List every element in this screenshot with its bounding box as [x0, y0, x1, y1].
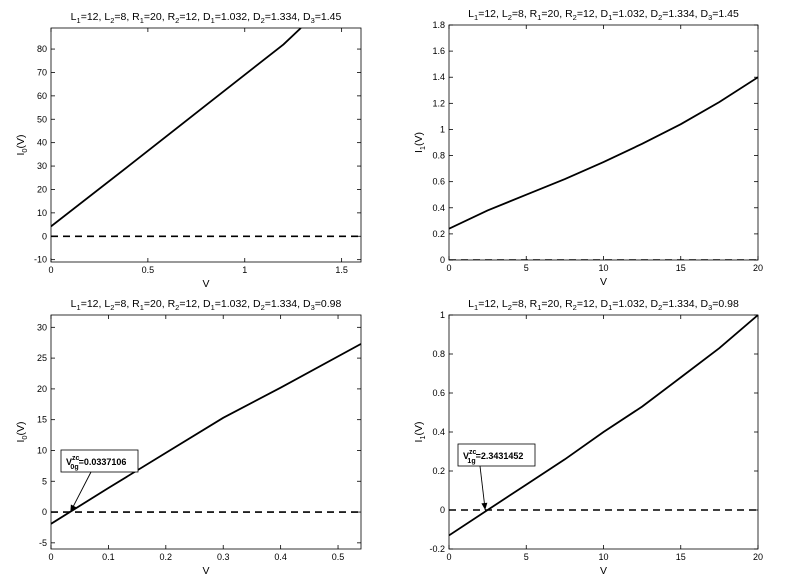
- x-tick-label: 0.5: [142, 265, 155, 275]
- x-tick-label: 0.2: [160, 552, 173, 562]
- annotation-arrow: [479, 465, 486, 511]
- x-tick-label: 0: [48, 265, 53, 275]
- x-tick-label: 15: [676, 552, 686, 562]
- plot-area-frame: [50, 27, 362, 263]
- y-tick-label: 1: [440, 124, 445, 134]
- y-tick-label: -5: [39, 538, 47, 548]
- y-tick-label: 15: [37, 415, 47, 425]
- y-tick-label: 0.8: [432, 151, 445, 161]
- y-tick-label: 1.4: [432, 72, 445, 82]
- y-tick-label: 0.2: [432, 229, 445, 239]
- y-tick-label: 70: [37, 67, 47, 77]
- y-tick-label: 0: [440, 255, 445, 265]
- y-axis-label: I1​(V): [413, 421, 427, 442]
- x-tick-label: 0.3: [217, 552, 230, 562]
- chart-title: L1​=12, L2​=8, R1​=20, R2​=12, D1​=1.032…: [468, 8, 739, 22]
- x-tick-label: 0: [48, 552, 53, 562]
- y-tick-label: 0.6: [432, 177, 445, 187]
- x-tick-label: 1.5: [335, 265, 348, 275]
- x-tick-label: 5: [524, 552, 529, 562]
- chart-title: L1​=12, L2​=8, R1​=20, R2​=12, D1​=1.032…: [71, 11, 342, 25]
- chart-title: L1​=12, L2​=8, R1​=20, R2​=12, D1​=1.032…: [468, 298, 739, 312]
- x-tick-label: 10: [598, 552, 608, 562]
- y-tick-label: 0: [42, 231, 47, 241]
- zero-crossing-annotation: Vzc 0g=0.0337106: [60, 449, 139, 513]
- y-tick-label: 5: [42, 476, 47, 486]
- annotation-arrowhead: [70, 504, 77, 513]
- y-tick-label: 0: [42, 507, 47, 517]
- plot-area-frame: [50, 314, 362, 550]
- y-tick-label: 40: [37, 138, 47, 148]
- x-tick-label: 0.1: [102, 552, 115, 562]
- annotation-text: Vzc 0g=0.0337106: [66, 455, 126, 471]
- x-tick-label: 0: [446, 263, 451, 273]
- x-tick-label: 1: [242, 265, 247, 275]
- annotation-arrowhead: [481, 502, 488, 510]
- y-tick-label: -0.2: [429, 544, 445, 554]
- y-tick-label: 0.6: [432, 388, 445, 398]
- x-axis-label: V: [600, 565, 607, 577]
- y-tick-label: 10: [37, 208, 47, 218]
- y-tick-label: 0.8: [432, 349, 445, 359]
- annotation-arrow: [69, 471, 92, 513]
- y-tick-label: 30: [37, 161, 47, 171]
- plot-area-frame: [448, 24, 759, 261]
- x-axis-label: V: [202, 278, 209, 290]
- x-tick-label: 15: [676, 263, 686, 273]
- y-tick-label: 10: [37, 445, 47, 455]
- y-axis-label: I0​(V): [15, 134, 29, 155]
- annotation-text: Vzc 1g=2.3431452: [463, 449, 523, 465]
- y-tick-label: 0: [440, 505, 445, 515]
- x-axis-label: V: [202, 565, 209, 577]
- x-tick-label: 20: [753, 263, 763, 273]
- y-axis-label: I1​(V): [413, 132, 427, 153]
- y-axis-label: I0​(V): [15, 421, 29, 442]
- y-tick-label: 1: [440, 310, 445, 320]
- y-tick-label: -10: [34, 255, 47, 265]
- x-tick-label: 5: [524, 263, 529, 273]
- y-tick-label: 50: [37, 114, 47, 124]
- y-tick-label: 0.2: [432, 466, 445, 476]
- series-line: [51, 343, 361, 525]
- y-tick-label: 1.6: [432, 46, 445, 56]
- y-tick-label: 0.4: [432, 203, 445, 213]
- x-tick-label: 0: [446, 552, 451, 562]
- series-line: [51, 28, 302, 228]
- series-line: [449, 315, 758, 537]
- x-axis-label: V: [600, 276, 607, 288]
- annotation-box: [457, 443, 536, 467]
- y-tick-label: 25: [37, 353, 47, 363]
- y-tick-label: 1.2: [432, 98, 445, 108]
- x-tick-label: 0.4: [274, 552, 287, 562]
- annotation-box: [60, 449, 139, 473]
- x-tick-label: 10: [598, 263, 608, 273]
- y-tick-label: 20: [37, 384, 47, 394]
- y-tick-label: 1.8: [432, 20, 445, 30]
- chart-title: L1​=12, L2​=8, R1​=20, R2​=12, D1​=1.032…: [71, 298, 342, 312]
- chart-panel-2: 0 5 10 15 20 0 0.2 0.4 0.6 0.8 1 1.2 1.4 1.6 1.8 L1​=12…: [413, 8, 763, 288]
- y-tick-label: 80: [37, 44, 47, 54]
- x-tick-label: 20: [753, 552, 763, 562]
- series-line: [449, 76, 758, 230]
- y-tick-label: 20: [37, 184, 47, 194]
- zero-crossing-annotation: Vzc 1g=2.3431452: [457, 443, 536, 511]
- y-tick-label: 60: [37, 91, 47, 101]
- x-tick-label: 0.5: [332, 552, 345, 562]
- y-tick-label: 0.4: [432, 427, 445, 437]
- y-tick-label: 30: [37, 322, 47, 332]
